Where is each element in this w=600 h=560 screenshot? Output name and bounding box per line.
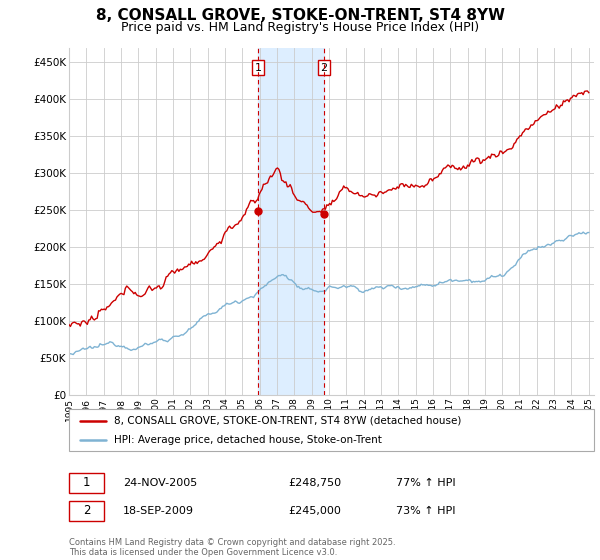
Text: 18-SEP-2009: 18-SEP-2009 — [123, 506, 194, 516]
Bar — [258, 48, 324, 395]
Text: 24-NOV-2005: 24-NOV-2005 — [123, 478, 197, 488]
Text: 77% ↑ HPI: 77% ↑ HPI — [396, 478, 455, 488]
Text: 2: 2 — [320, 63, 328, 73]
Text: 1: 1 — [254, 63, 262, 73]
Text: 73% ↑ HPI: 73% ↑ HPI — [396, 506, 455, 516]
Text: 8, CONSALL GROVE, STOKE-ON-TRENT, ST4 8YW: 8, CONSALL GROVE, STOKE-ON-TRENT, ST4 8Y… — [95, 8, 505, 24]
Text: 8, CONSALL GROVE, STOKE-ON-TRENT, ST4 8YW (detached house): 8, CONSALL GROVE, STOKE-ON-TRENT, ST4 8Y… — [113, 416, 461, 426]
Text: HPI: Average price, detached house, Stoke-on-Trent: HPI: Average price, detached house, Stok… — [113, 435, 382, 445]
Text: £248,750: £248,750 — [288, 478, 341, 488]
Text: Contains HM Land Registry data © Crown copyright and database right 2025.
This d: Contains HM Land Registry data © Crown c… — [69, 538, 395, 557]
Text: 1: 1 — [83, 476, 90, 489]
Text: £245,000: £245,000 — [288, 506, 341, 516]
Text: 2: 2 — [83, 504, 90, 517]
Text: Price paid vs. HM Land Registry's House Price Index (HPI): Price paid vs. HM Land Registry's House … — [121, 21, 479, 34]
FancyBboxPatch shape — [69, 409, 594, 451]
